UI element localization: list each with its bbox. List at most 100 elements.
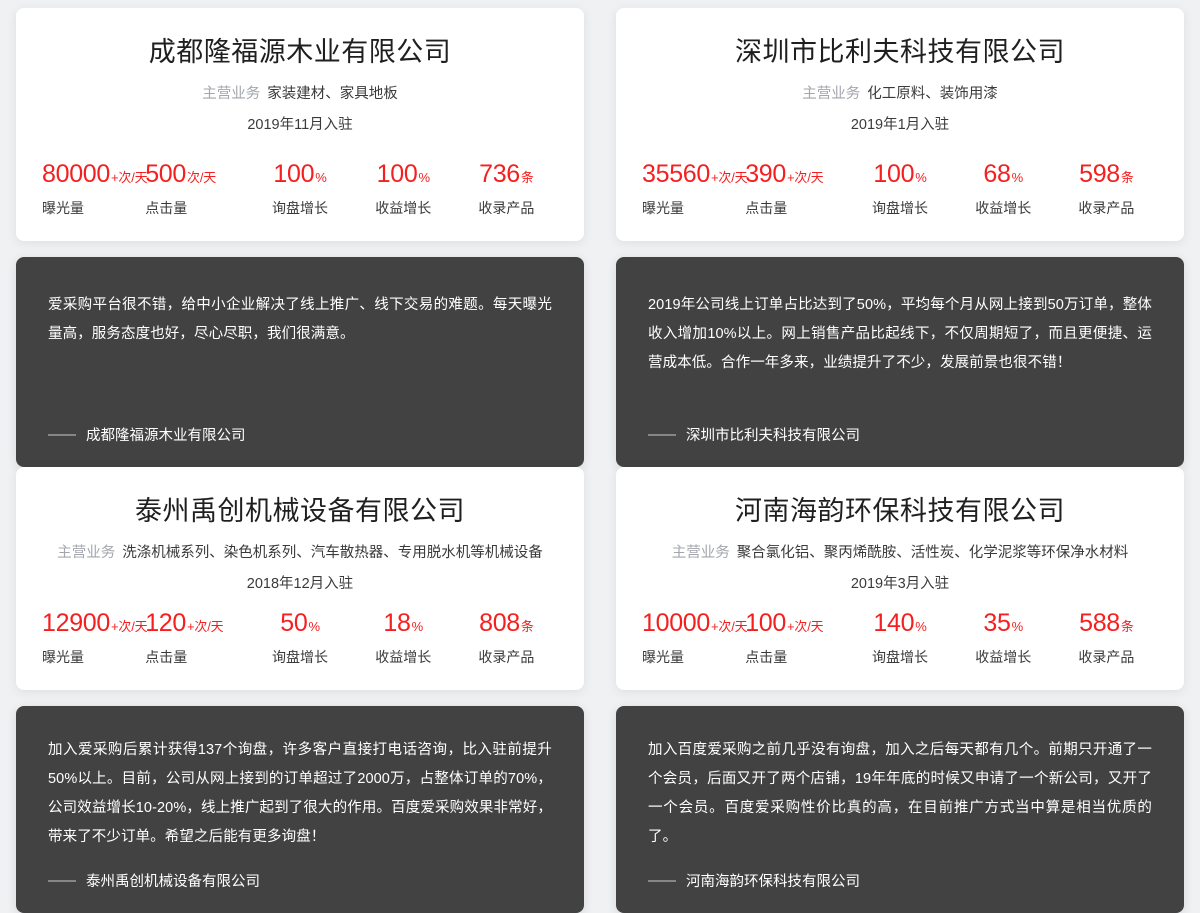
company-name: 泰州禹创机械设备有限公司 (135, 496, 465, 526)
metric-unit: % (915, 619, 927, 635)
metric-number: 390 (745, 160, 787, 189)
metric-exposure: 12900 +次/天 曝光量 (42, 609, 148, 666)
case-info-panel: 河南海韵环保科技有限公司 主营业务 聚合氯化铝、聚丙烯酰胺、活性炭、化学泥浆等环保… (616, 467, 1184, 690)
metric-number: 12900 (42, 609, 111, 638)
company-name: 成都隆福源木业有限公司 (148, 37, 452, 67)
metric-unit: +次/天 (111, 170, 148, 186)
case-info-panel: 泰州禹创机械设备有限公司 主营业务 洗涤机械系列、染色机系列、汽车散热器、专用脱水… (16, 467, 584, 690)
metric-value: 588 条 (1079, 611, 1134, 636)
metric-label: 点击量 (745, 200, 788, 217)
metric-unit: % (418, 170, 430, 186)
quote-text: 2019年公司线上订单占比达到了50%，平均每个月从网上接到50万订单，整体收入… (648, 297, 1152, 371)
metric-number: 100 (873, 160, 915, 189)
metric-exposure: 35560 +次/天 曝光量 (642, 162, 748, 217)
metric-number: 120 (145, 609, 187, 638)
metric-number: 10000 (642, 609, 711, 638)
metric-unit: 条 (520, 170, 534, 186)
metric-value: 12900 +次/天 (42, 609, 148, 638)
metric-label: 曝光量 (42, 200, 84, 217)
metric-value: 80000 +次/天 (42, 160, 148, 189)
attribution-dash: —— (48, 872, 76, 889)
business-value: 聚合氯化铝、聚丙烯酰胺、活性炭、化学泥浆等环保净水材料 (736, 545, 1129, 562)
case-card: 深圳市比利夫科技有限公司 主营业务 化工原料、装饰用漆 2019年1月入驻 355… (616, 8, 1184, 467)
metric-value: 736 条 (479, 162, 534, 187)
case-quote-panel: 爱采购平台很不错，给中小企业解决了线上推广、线下交易的难题。每天曝光量高，服务态… (16, 257, 584, 467)
business-value: 家装建材、家具地板 (267, 86, 398, 103)
metric-number: 80000 (42, 160, 111, 189)
metric-number: 736 (479, 160, 520, 189)
metric-products: 588 条 收录产品 (1055, 611, 1158, 666)
metric-unit: % (915, 170, 927, 186)
case-card: 河南海韵环保科技有限公司 主营业务 聚合氯化铝、聚丙烯酰胺、活性炭、化学泥浆等环保… (616, 467, 1184, 913)
metric-value: 68% (983, 162, 1023, 187)
attribution-dash: —— (48, 426, 76, 443)
metric-label: 收录产品 (1078, 200, 1135, 217)
metric-unit: % (308, 619, 320, 635)
metric-unit: +次/天 (787, 619, 824, 635)
metric-label: 收录产品 (478, 649, 535, 666)
attribution-name: 深圳市比利夫科技有限公司 (686, 428, 860, 444)
metrics-row: 80000 +次/天 曝光量 500 次/天 点击量 100% 询盘增长 (38, 162, 562, 221)
metric-unit: +次/天 (187, 619, 224, 635)
metric-unit: % (1011, 170, 1024, 186)
quote-attribution: —— 河南海韵环保科技有限公司 (648, 852, 1152, 891)
metric-inquiry-growth: 100% 询盘增长 (848, 162, 951, 217)
company-name: 河南海韵环保科技有限公司 (735, 496, 1065, 526)
metric-revenue-growth: 68% 收益增长 (952, 162, 1055, 217)
metric-number: 598 (1079, 160, 1120, 189)
metric-number: 100 (273, 160, 315, 189)
metric-revenue-growth: 35% 收益增长 (952, 611, 1055, 666)
case-card: 泰州禹创机械设备有限公司 主营业务 洗涤机械系列、染色机系列、汽车散热器、专用脱水… (16, 467, 584, 913)
metric-value: 35560 +次/天 (642, 162, 748, 187)
metric-inquiry-growth: 50% 询盘增长 (248, 611, 351, 666)
metric-label: 询盘增长 (872, 200, 928, 217)
attribution-name: 成都隆福源木业有限公司 (86, 428, 246, 444)
case-info-panel: 成都隆福源木业有限公司 主营业务 家装建材、家具地板 2019年11月入驻 800… (16, 8, 584, 241)
metric-exposure: 80000 +次/天 曝光量 (42, 160, 148, 217)
metric-number: 35 (983, 609, 1011, 638)
metric-label: 收录产品 (1078, 649, 1135, 666)
metric-number: 68 (983, 160, 1011, 189)
metric-clicks: 120 +次/天 点击量 (145, 611, 248, 666)
metric-exposure: 10000 +次/天 曝光量 (642, 609, 748, 666)
case-info-panel: 深圳市比利夫科技有限公司 主营业务 化工原料、装饰用漆 2019年1月入驻 355… (616, 8, 1184, 241)
metric-value: 390 +次/天 (745, 162, 823, 187)
metric-unit: +次/天 (787, 170, 824, 186)
metric-value: 120 +次/天 (145, 611, 223, 636)
metric-products: 808 条 收录产品 (455, 611, 558, 666)
metric-label: 曝光量 (642, 200, 684, 217)
metric-number: 808 (479, 609, 520, 638)
metric-label: 点击量 (145, 200, 188, 217)
quote-attribution: —— 深圳市比利夫科技有限公司 (648, 406, 1152, 445)
metric-unit: 条 (1120, 170, 1134, 186)
metric-value: 50% (280, 611, 320, 636)
quote-text: 爱采购平台很不错，给中小企业解决了线上推广、线下交易的难题。每天曝光量高，服务态… (48, 297, 552, 342)
business-line: 主营业务 家装建材、家具地板 (38, 84, 562, 106)
metric-unit: % (411, 619, 424, 635)
metric-label: 询盘增长 (272, 649, 328, 666)
metric-value: 10000 +次/天 (642, 609, 748, 638)
metric-label: 曝光量 (42, 649, 84, 666)
attribution-name: 泰州禹创机械设备有限公司 (86, 874, 260, 890)
join-date: 2019年1月入驻 (850, 117, 950, 134)
metric-label: 收益增长 (375, 200, 432, 217)
business-value: 洗涤机械系列、染色机系列、汽车散热器、专用脱水机等机械设备 (122, 545, 543, 562)
metric-label: 点击量 (745, 649, 788, 666)
metric-number: 100 (745, 609, 787, 638)
metric-label: 收益增长 (975, 200, 1032, 217)
metric-unit: 条 (1120, 619, 1134, 635)
metric-revenue-growth: 18% 收益增长 (352, 611, 455, 666)
metric-value: 100% (273, 162, 326, 187)
business-label: 主营业务 (671, 545, 730, 562)
case-card: 成都隆福源木业有限公司 主营业务 家装建材、家具地板 2019年11月入驻 800… (16, 8, 584, 467)
business-label: 主营业务 (802, 86, 861, 103)
metric-unit: 条 (520, 619, 534, 635)
metric-label: 询盘增长 (272, 200, 328, 217)
join-date: 2018年12月入驻 (246, 576, 354, 593)
metric-unit: % (1011, 619, 1024, 635)
metric-value: 140% (873, 611, 926, 636)
metric-unit: 次/天 (187, 170, 217, 186)
business-line: 主营业务 洗涤机械系列、染色机系列、汽车散热器、专用脱水机等机械设备 (38, 543, 562, 565)
case-quote-panel: 2019年公司线上订单占比达到了50%，平均每个月从网上接到50万订单，整体收入… (616, 257, 1184, 467)
